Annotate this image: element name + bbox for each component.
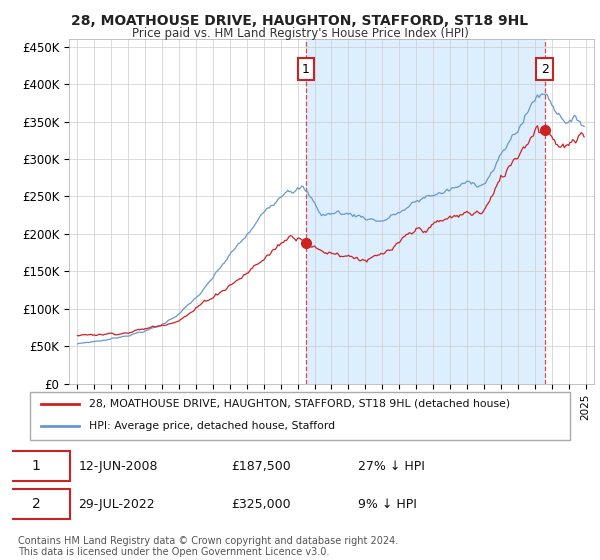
Text: 1: 1 [302,63,310,76]
Text: Contains HM Land Registry data © Crown copyright and database right 2024.
This d: Contains HM Land Registry data © Crown c… [18,535,398,557]
Text: £187,500: £187,500 [231,460,290,473]
FancyBboxPatch shape [4,489,70,519]
Text: £325,000: £325,000 [231,498,290,511]
FancyBboxPatch shape [30,392,570,440]
Text: HPI: Average price, detached house, Stafford: HPI: Average price, detached house, Staf… [89,421,335,431]
Text: 12-JUN-2008: 12-JUN-2008 [78,460,158,473]
Text: 2: 2 [541,63,548,76]
Text: Price paid vs. HM Land Registry's House Price Index (HPI): Price paid vs. HM Land Registry's House … [131,27,469,40]
Text: 2: 2 [32,497,41,511]
Bar [306,39,545,384]
Text: 9% ↓ HPI: 9% ↓ HPI [358,498,416,511]
Text: 28, MOATHOUSE DRIVE, HAUGHTON, STAFFORD, ST18 9HL: 28, MOATHOUSE DRIVE, HAUGHTON, STAFFORD,… [71,14,529,28]
Text: 28, MOATHOUSE DRIVE, HAUGHTON, STAFFORD, ST18 9HL (detached house): 28, MOATHOUSE DRIVE, HAUGHTON, STAFFORD,… [89,399,511,409]
Text: 1: 1 [32,459,41,473]
Text: 29-JUL-2022: 29-JUL-2022 [78,498,155,511]
FancyBboxPatch shape [4,451,70,482]
Text: 27% ↓ HPI: 27% ↓ HPI [358,460,424,473]
